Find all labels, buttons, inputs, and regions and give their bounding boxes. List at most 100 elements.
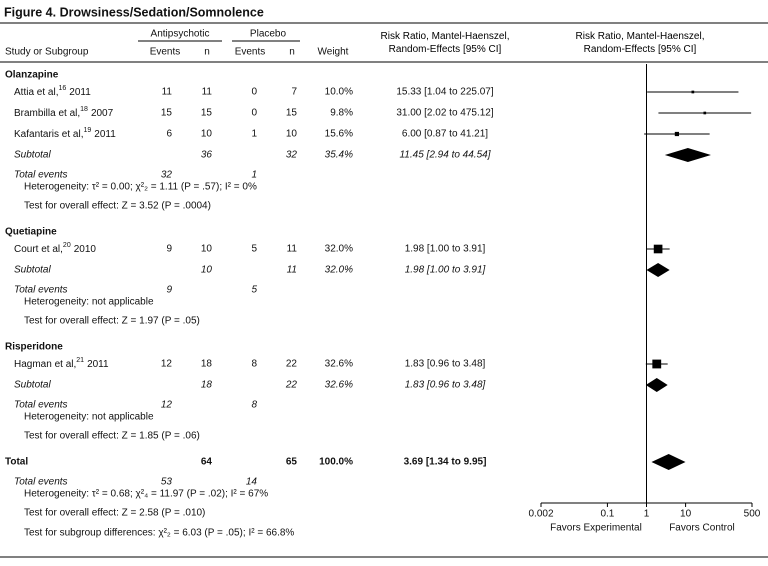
subtotal-label: Subtotal <box>14 380 51 391</box>
ci-label: 6.00 [0.87 to 41.21] <box>402 129 488 140</box>
study-author: Hagman et al, <box>14 359 76 370</box>
n: 18 <box>201 359 213 370</box>
study-ref: 20 <box>63 242 71 249</box>
study-square <box>652 359 662 369</box>
n: 15 <box>201 108 213 119</box>
study-name: Kafantaris et al,19 2011 <box>14 127 116 140</box>
weight: 9.8% <box>330 108 353 119</box>
header: Antipsychotic <box>151 29 210 40</box>
favors-left: Favors Experimental <box>550 523 642 534</box>
n: 10 <box>201 129 213 140</box>
study-name: Attia et al,16 2011 <box>14 85 91 98</box>
n: 11 <box>287 265 297 276</box>
study-year: 2011 <box>94 129 116 140</box>
n: 10 <box>201 244 213 255</box>
heterogeneity: Heterogeneity: τ² = 0.68; χ²₄ = 11.97 (P… <box>24 489 268 500</box>
header-box: Risk Ratio, Mantel-Haenszel, Random-Effe… <box>575 31 705 55</box>
total-label: Total <box>5 457 28 468</box>
events: 32 <box>161 170 173 181</box>
study-author: Court et al, <box>14 244 63 255</box>
group-name: Risperidone <box>5 342 63 353</box>
total-events-label: Total events <box>14 400 68 411</box>
study-year: 2010 <box>74 244 97 255</box>
n: 65 <box>286 457 298 468</box>
total-events-label: Total events <box>14 170 68 181</box>
header: Events <box>235 47 266 58</box>
study-square <box>653 244 663 254</box>
subtotal-label: Subtotal <box>14 150 51 161</box>
study-author: Kafantaris et al, <box>14 129 83 140</box>
n: 11 <box>287 244 298 255</box>
study-name: Court et al,20 2010 <box>14 242 96 255</box>
weight: 100.0% <box>319 457 353 468</box>
x-tick-label: 0.1 <box>600 509 614 520</box>
diamond <box>664 148 711 162</box>
ci-label: 3.69 [1.34 to 9.95] <box>404 457 487 468</box>
events: 11 <box>162 87 173 98</box>
overall-test: Test for overall effect: Z = 1.85 (P = .… <box>24 431 200 442</box>
events: 9 <box>166 285 172 296</box>
x-tick-label: 1 <box>644 509 650 520</box>
header: Placebo <box>250 29 287 40</box>
n: 11 <box>202 87 213 98</box>
study-ref: 16 <box>58 85 66 92</box>
heterogeneity: Heterogeneity: not applicable <box>24 412 154 423</box>
ci-label: 1.98 [1.00 to 3.91] <box>405 265 486 276</box>
n: 18 <box>201 380 213 391</box>
events: 12 <box>161 400 173 411</box>
weight: 32.6% <box>325 359 353 370</box>
events: 8 <box>251 400 257 411</box>
x-tick-label: 0.002 <box>528 509 553 520</box>
overall-test: Test for overall effect: Z = 1.97 (P = .… <box>24 316 200 327</box>
favors-right: Favors Control <box>669 523 735 534</box>
header: Risk Ratio, Mantel-Haenszel, Random-Effe… <box>575 31 705 55</box>
ci-label: 1.98 [1.00 to 3.91] <box>405 244 486 255</box>
group-name: Quetiapine <box>5 227 57 238</box>
weight: 32.0% <box>325 265 353 276</box>
study-year: 2011 <box>69 87 91 98</box>
total-events-label: Total events <box>14 285 68 296</box>
events: 53 <box>161 477 173 488</box>
events: 0 <box>251 87 257 98</box>
study-square <box>674 131 680 137</box>
events: 8 <box>251 359 257 370</box>
study-author: Attia et al, <box>14 87 58 98</box>
diamond <box>651 454 686 470</box>
weight: 32.6% <box>325 380 353 391</box>
events: 12 <box>161 359 173 370</box>
n: 36 <box>201 150 213 161</box>
header: Weight <box>318 47 349 58</box>
header: Events <box>150 47 181 58</box>
study-name: Brambilla et al,18 2007 <box>14 106 114 119</box>
header: n <box>289 47 295 58</box>
n: 22 <box>285 380 298 391</box>
ci-label: 1.83 [0.96 to 3.48] <box>405 380 486 391</box>
n: 22 <box>286 359 298 370</box>
study-square <box>691 90 695 94</box>
weight: 15.6% <box>325 129 353 140</box>
events: 15 <box>161 108 173 119</box>
events: 6 <box>166 129 172 140</box>
study-author: Brambilla et al, <box>14 108 80 119</box>
n: 32 <box>286 150 298 161</box>
diamond <box>645 378 668 392</box>
n: 7 <box>291 87 297 98</box>
title: Figure 4. Drowsiness/Sedation/Somnolence <box>4 5 264 19</box>
events: 1 <box>251 129 257 140</box>
header: n <box>204 47 210 58</box>
n: 10 <box>286 129 298 140</box>
n: 10 <box>201 265 213 276</box>
ci-label: 1.83 [0.96 to 3.48] <box>405 359 486 370</box>
total-events-label: Total events <box>14 477 68 488</box>
weight: 32.0% <box>325 244 353 255</box>
study-ref: 18 <box>80 106 88 113</box>
study-year: 2011 <box>87 359 109 370</box>
x-tick-label: 10 <box>680 509 692 520</box>
overall-test: Test for overall effect: Z = 3.52 (P = .… <box>24 201 211 212</box>
ci-label: 31.00 [2.02 to 475.12] <box>396 108 494 119</box>
heterogeneity: Heterogeneity: τ² = 0.00; χ²₂ = 1.11 (P … <box>24 182 257 193</box>
n: 15 <box>286 108 298 119</box>
events: 9 <box>166 244 172 255</box>
x-tick-label: 500 <box>744 509 761 520</box>
